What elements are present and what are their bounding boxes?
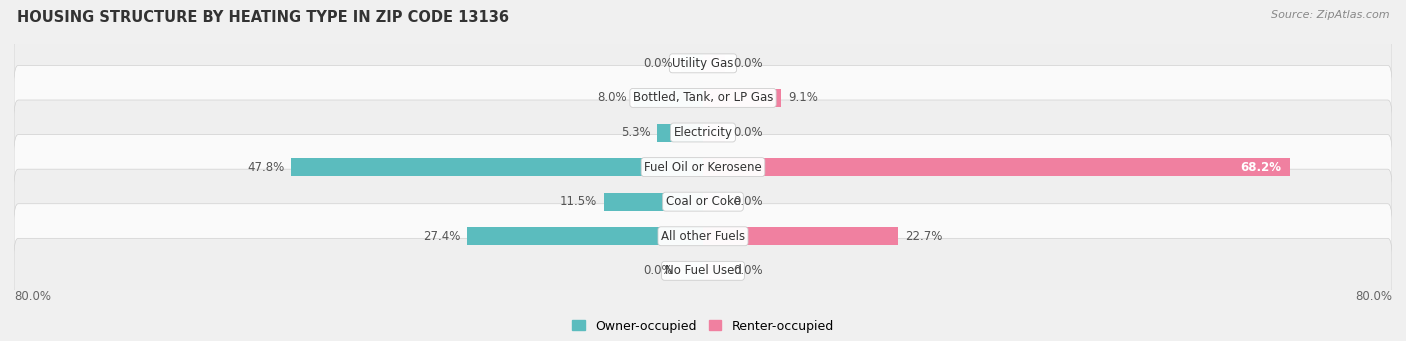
Legend: Owner-occupied, Renter-occupied: Owner-occupied, Renter-occupied: [568, 315, 838, 338]
Text: 0.0%: 0.0%: [643, 57, 673, 70]
Bar: [703, 123, 724, 142]
Text: Bottled, Tank, or LP Gas: Bottled, Tank, or LP Gas: [633, 91, 773, 104]
FancyBboxPatch shape: [14, 135, 1392, 199]
FancyBboxPatch shape: [14, 65, 1392, 131]
Text: 47.8%: 47.8%: [247, 161, 284, 174]
Bar: [703, 227, 898, 245]
Text: Utility Gas: Utility Gas: [672, 57, 734, 70]
Bar: [605, 193, 703, 211]
Text: Electricity: Electricity: [673, 126, 733, 139]
FancyBboxPatch shape: [14, 100, 1392, 165]
Text: 0.0%: 0.0%: [733, 195, 763, 208]
Bar: [703, 54, 724, 72]
Text: 0.0%: 0.0%: [643, 264, 673, 277]
Bar: [703, 193, 724, 211]
Bar: [291, 158, 703, 176]
Bar: [634, 89, 703, 107]
Text: Coal or Coke: Coal or Coke: [665, 195, 741, 208]
FancyBboxPatch shape: [14, 238, 1392, 303]
Text: No Fuel Used: No Fuel Used: [665, 264, 741, 277]
FancyBboxPatch shape: [14, 169, 1392, 234]
Text: 11.5%: 11.5%: [560, 195, 598, 208]
FancyBboxPatch shape: [14, 31, 1392, 96]
Text: Fuel Oil or Kerosene: Fuel Oil or Kerosene: [644, 161, 762, 174]
Bar: [703, 89, 782, 107]
Bar: [682, 54, 703, 72]
Text: Source: ZipAtlas.com: Source: ZipAtlas.com: [1271, 10, 1389, 20]
Text: 22.7%: 22.7%: [905, 230, 943, 243]
Text: 0.0%: 0.0%: [733, 264, 763, 277]
Text: 80.0%: 80.0%: [14, 290, 51, 303]
Text: 27.4%: 27.4%: [423, 230, 460, 243]
Text: 0.0%: 0.0%: [733, 126, 763, 139]
Text: 0.0%: 0.0%: [733, 57, 763, 70]
Text: All other Fuels: All other Fuels: [661, 230, 745, 243]
Text: 8.0%: 8.0%: [598, 91, 627, 104]
Text: 5.3%: 5.3%: [621, 126, 651, 139]
Text: 9.1%: 9.1%: [789, 91, 818, 104]
Bar: [467, 227, 703, 245]
Bar: [703, 158, 1291, 176]
FancyBboxPatch shape: [14, 204, 1392, 269]
Text: HOUSING STRUCTURE BY HEATING TYPE IN ZIP CODE 13136: HOUSING STRUCTURE BY HEATING TYPE IN ZIP…: [17, 10, 509, 25]
Bar: [682, 262, 703, 280]
Bar: [703, 262, 724, 280]
Bar: [658, 123, 703, 142]
Text: 68.2%: 68.2%: [1240, 161, 1282, 174]
Text: 80.0%: 80.0%: [1355, 290, 1392, 303]
